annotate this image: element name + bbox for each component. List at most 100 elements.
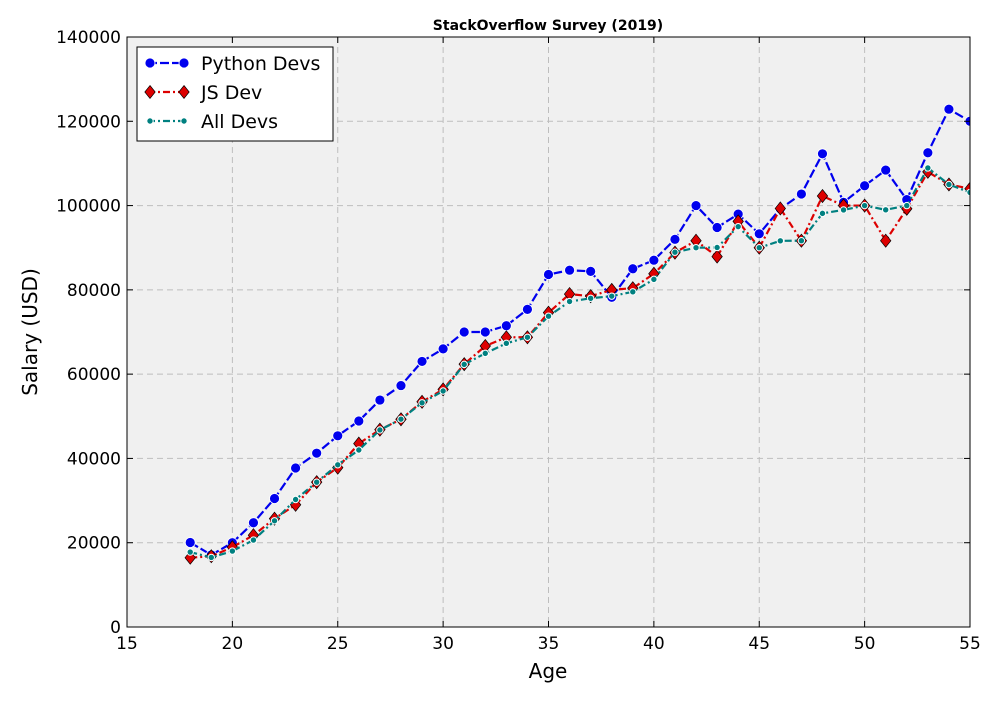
legend-marker xyxy=(178,57,190,69)
y-tick-label: 20000 xyxy=(67,534,121,554)
x-tick-label: 20 xyxy=(222,634,244,654)
data-point xyxy=(479,326,491,338)
data-point xyxy=(228,547,237,555)
data-point xyxy=(734,222,742,231)
data-point xyxy=(481,349,489,358)
x-tick-label: 30 xyxy=(432,634,454,654)
data-point xyxy=(860,201,869,210)
data-point xyxy=(565,297,574,306)
data-point xyxy=(523,333,532,341)
data-point xyxy=(395,380,407,391)
data-point xyxy=(291,495,300,504)
y-tick-label: 80000 xyxy=(67,281,121,301)
data-point xyxy=(397,415,405,423)
legend-item: JS Dev xyxy=(144,82,262,104)
data-point xyxy=(290,462,302,474)
data-point xyxy=(311,447,323,459)
data-point xyxy=(544,312,553,320)
data-point xyxy=(945,180,953,189)
data-point xyxy=(585,265,597,277)
y-tick-label: 100000 xyxy=(56,197,121,217)
data-point xyxy=(269,493,280,504)
data-point xyxy=(353,415,365,427)
data-point xyxy=(692,244,700,252)
chart-title: StackOverflow Survey (2019) xyxy=(433,18,663,34)
data-point xyxy=(648,254,660,266)
y-axis-label: Salary (USD) xyxy=(18,268,42,396)
data-point xyxy=(755,244,763,252)
data-point xyxy=(586,294,595,302)
x-tick-label: 45 xyxy=(748,634,770,654)
data-point xyxy=(186,548,194,556)
legend-marker xyxy=(144,84,156,100)
data-point xyxy=(924,164,932,172)
legend-marker xyxy=(180,117,188,125)
data-point xyxy=(334,461,342,469)
data-point xyxy=(248,517,259,529)
data-point xyxy=(818,209,827,218)
data-point xyxy=(437,343,449,355)
data-point xyxy=(332,430,344,442)
legend-item: Python Devs xyxy=(144,53,320,75)
x-tick-label: 40 xyxy=(643,634,665,654)
y-tick-label: 40000 xyxy=(67,449,121,469)
legend-marker xyxy=(146,117,154,125)
data-point xyxy=(500,320,512,332)
data-point xyxy=(711,249,723,264)
data-point xyxy=(522,303,533,315)
legend-label: Python Devs xyxy=(201,53,320,75)
legend-item: All Devs xyxy=(146,111,278,133)
data-point xyxy=(458,326,470,338)
data-point xyxy=(207,553,216,562)
data-point xyxy=(753,228,765,240)
data-point xyxy=(690,200,702,211)
series-all-devs xyxy=(186,164,970,562)
data-point xyxy=(627,263,639,275)
y-tick-label: 120000 xyxy=(56,112,121,132)
legend-marker xyxy=(144,57,156,69)
x-tick-label: 35 xyxy=(538,634,560,654)
data-point xyxy=(859,180,871,192)
data-point xyxy=(650,275,658,284)
x-tick-label: 50 xyxy=(854,634,876,654)
data-point xyxy=(312,478,321,486)
data-point xyxy=(796,188,807,200)
data-point xyxy=(460,360,468,369)
data-point xyxy=(922,147,934,159)
data-point xyxy=(903,201,911,210)
data-point xyxy=(416,356,428,367)
data-point xyxy=(629,288,637,296)
data-point xyxy=(774,201,786,216)
data-point xyxy=(880,233,892,248)
data-point xyxy=(671,248,679,256)
y-tick-label: 0 xyxy=(110,618,121,638)
data-point xyxy=(564,264,575,276)
legend-label: JS Dev xyxy=(200,82,262,104)
data-point xyxy=(839,206,848,214)
data-point xyxy=(608,292,616,300)
x-tick-label: 55 xyxy=(959,634,981,654)
data-point xyxy=(882,206,890,214)
data-point xyxy=(713,243,721,252)
legend: Python Devs JS Dev All Devs xyxy=(136,46,334,142)
ticks: 15 20 25 30 35 40 45 50 55 0 20000 40000 60000 80000 1… xyxy=(56,28,981,654)
legend-box xyxy=(136,46,334,142)
data-point xyxy=(711,222,723,233)
data-point xyxy=(249,536,258,544)
data-point xyxy=(943,103,955,115)
y-tick-label: 140000 xyxy=(56,28,121,48)
legend-marker xyxy=(178,84,190,100)
data-point xyxy=(376,426,384,434)
data-point xyxy=(669,233,681,245)
data-point xyxy=(817,148,828,160)
x-tick-label: 25 xyxy=(327,634,349,654)
series-line xyxy=(189,107,970,557)
x-axis-label: Age xyxy=(529,659,568,683)
data-point xyxy=(543,269,554,280)
series-layer xyxy=(184,103,970,565)
data-point xyxy=(374,394,386,406)
data-point xyxy=(816,188,829,204)
data-point xyxy=(355,446,363,454)
